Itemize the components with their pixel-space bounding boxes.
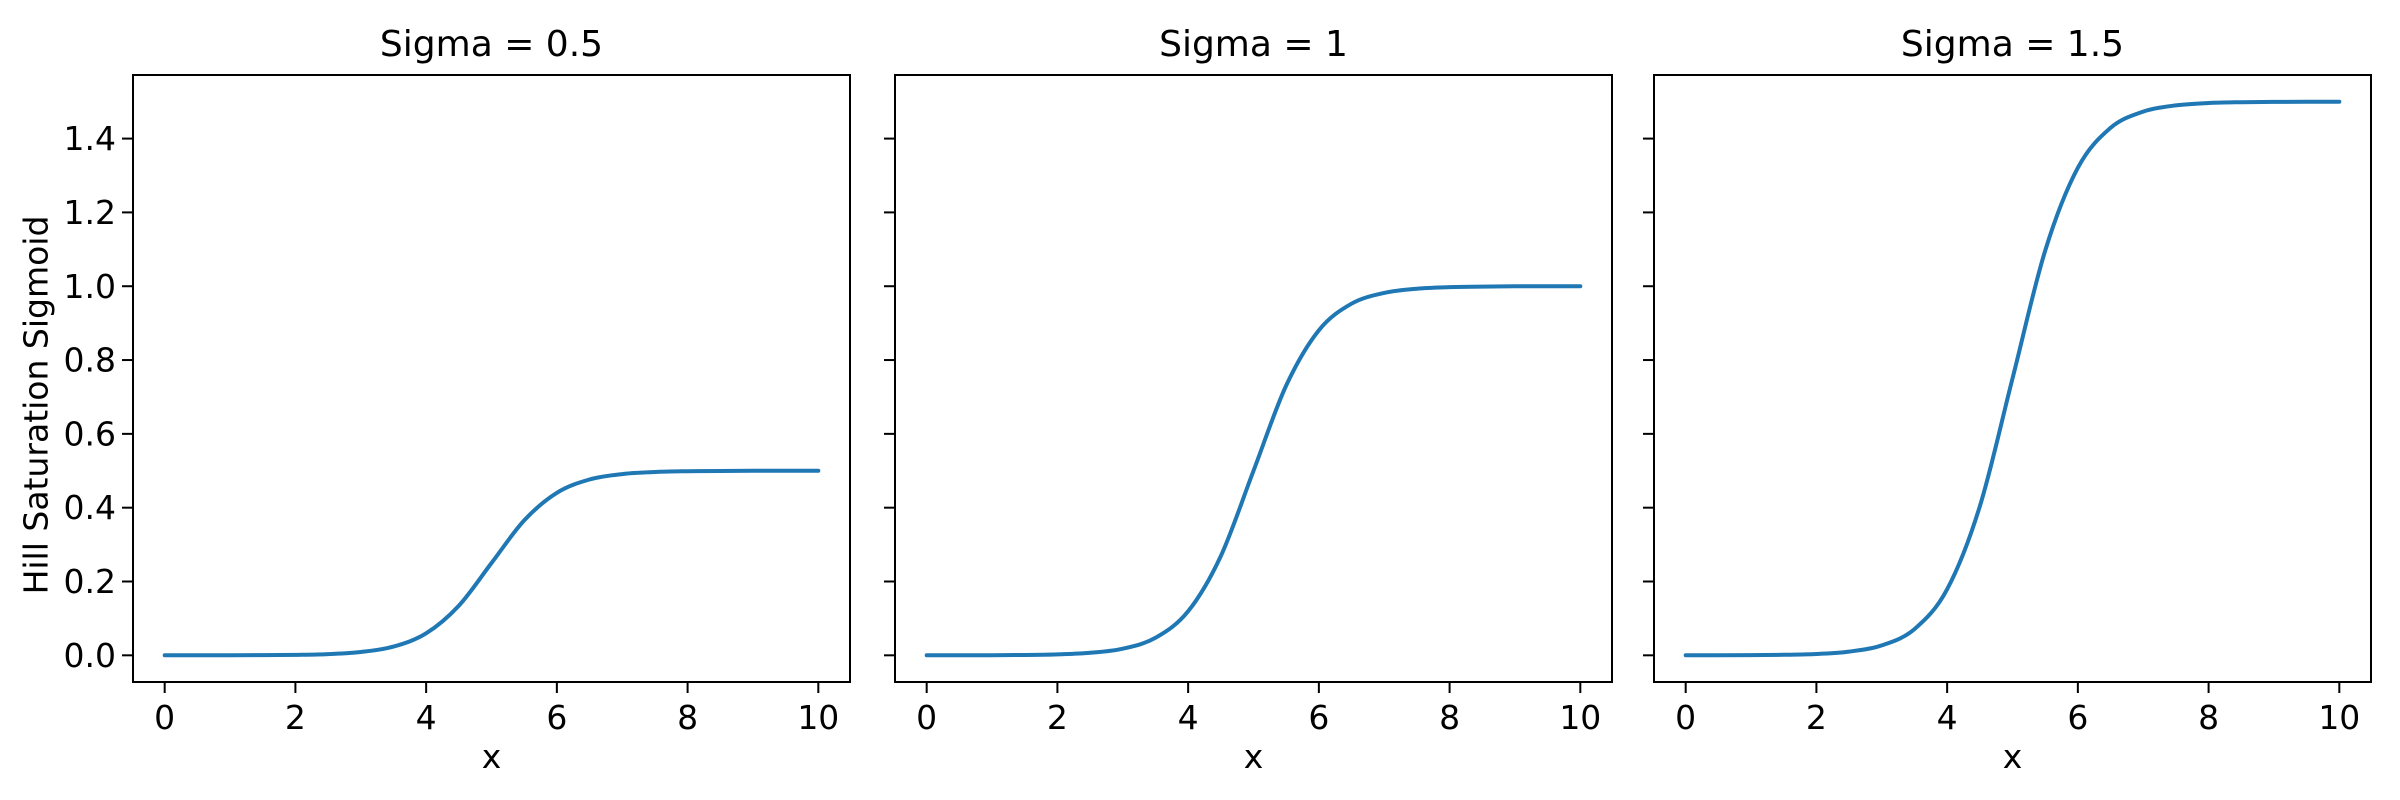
axes-area: 0 2 4 6 8 10 0.0 0.2 0.4 0.6 0.8 1.0 1.2 1.4 xyxy=(64,74,851,737)
subplot-sigma-1.5: Sigma = 1.5 0 2 4 6 8 10 x xyxy=(1643,24,2372,775)
x-axis-label: x xyxy=(1243,737,1264,776)
y-tick-label: 0.0 xyxy=(64,636,116,675)
subplot-title: Sigma = 1 xyxy=(1159,24,1348,65)
x-tick-label: 6 xyxy=(2067,698,2088,737)
x-axis-label: x xyxy=(481,737,502,776)
y-tick-label: 0.2 xyxy=(64,562,116,601)
sigmoid-curve xyxy=(924,284,1583,658)
y-tick-label: 0.6 xyxy=(64,414,116,453)
x-tick-label: 8 xyxy=(1439,698,1460,737)
x-tick-label: 2 xyxy=(285,698,306,737)
y-axis-label: Hill Saturation Sigmoid xyxy=(16,215,56,595)
subplot-sigma-0.5: Sigma = 0.5 0 2 4 6 8 10 0.0 0.2 0.4 0.6 0.8 1.0 1.2… xyxy=(64,24,851,775)
x-tick-label: 10 xyxy=(2318,698,2360,737)
y-tick-label: 0.4 xyxy=(64,488,116,527)
x-tick-label: 6 xyxy=(1308,698,1329,737)
x-tick-label: 2 xyxy=(1047,698,1068,737)
x-tick-label: 4 xyxy=(1937,698,1958,737)
sigmoid-curve xyxy=(162,468,821,658)
x-tick-label: 2 xyxy=(1806,698,1827,737)
x-axis-label: x xyxy=(2002,737,2023,776)
subplot-title: Sigma = 0.5 xyxy=(379,24,604,65)
subplot-sigma-1: Sigma = 1 0 2 4 6 8 10 x xyxy=(884,24,1613,775)
plot-border xyxy=(132,74,851,683)
sigmoid-curve xyxy=(1683,99,2342,658)
x-tick-label: 10 xyxy=(797,698,839,737)
x-tick-label: 0 xyxy=(154,698,175,737)
plot-border xyxy=(1653,74,2372,683)
x-tick-label: 4 xyxy=(1178,698,1199,737)
x-tick-label: 6 xyxy=(546,698,567,737)
x-tick-label: 8 xyxy=(677,698,698,737)
y-tick-label: 1.0 xyxy=(64,267,116,306)
axes-area: 0 2 4 6 8 10 xyxy=(1643,74,2372,737)
x-tick-label: 0 xyxy=(916,698,937,737)
x-tick-label: 8 xyxy=(2198,698,2219,737)
plot-border xyxy=(894,74,1613,683)
subplot-title: Sigma = 1.5 xyxy=(1900,24,2125,65)
x-tick-label: 10 xyxy=(1559,698,1601,737)
x-tick-label: 4 xyxy=(416,698,437,737)
axes-area: 0 2 4 6 8 10 xyxy=(884,74,1613,737)
y-tick-label: 1.4 xyxy=(64,119,116,158)
x-tick-label: 0 xyxy=(1675,698,1696,737)
y-tick-label: 1.2 xyxy=(64,193,116,232)
y-tick-label: 0.8 xyxy=(64,341,116,380)
